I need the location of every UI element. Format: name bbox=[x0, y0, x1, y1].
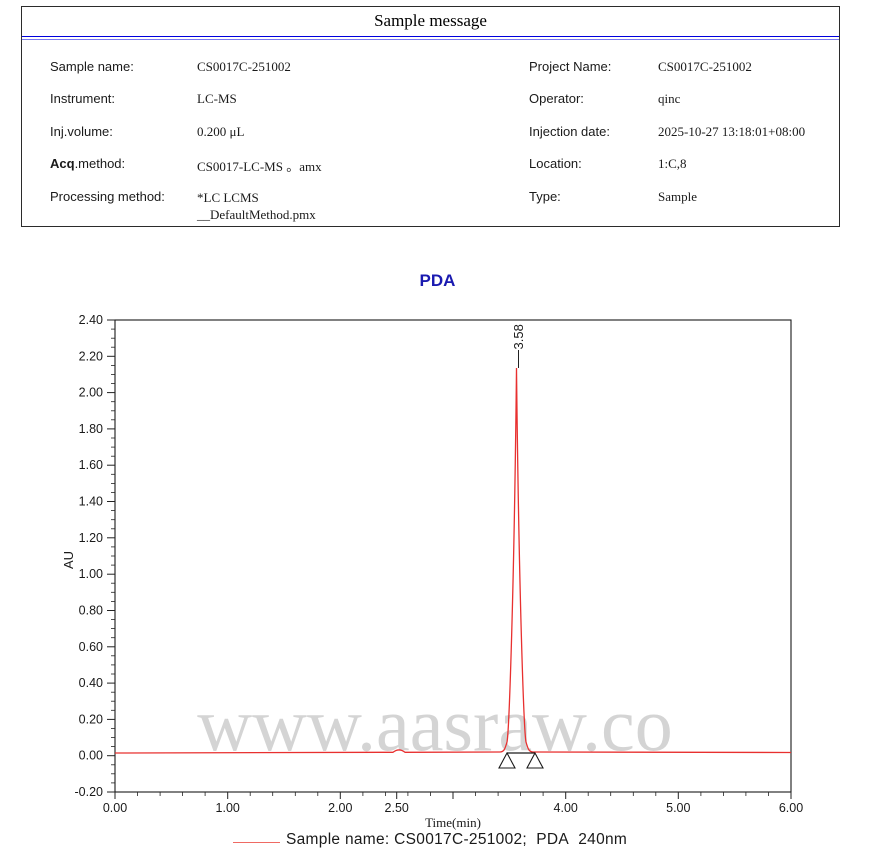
svg-text:2.40: 2.40 bbox=[79, 313, 103, 327]
svg-text:6.00: 6.00 bbox=[779, 801, 803, 815]
svg-text:1.00: 1.00 bbox=[79, 567, 103, 581]
svg-text:1.40: 1.40 bbox=[79, 495, 103, 509]
svg-text:0.00: 0.00 bbox=[103, 801, 127, 815]
svg-text:2.00: 2.00 bbox=[328, 801, 352, 815]
svg-text:2.00: 2.00 bbox=[79, 386, 103, 400]
svg-text:Time(min): Time(min) bbox=[425, 815, 481, 830]
svg-text:0.60: 0.60 bbox=[79, 640, 103, 654]
svg-text:1.20: 1.20 bbox=[79, 531, 103, 545]
svg-text:1.00: 1.00 bbox=[216, 801, 240, 815]
svg-text:3.58: 3.58 bbox=[511, 324, 526, 349]
svg-text:AU: AU bbox=[61, 551, 76, 569]
svg-text:2.20: 2.20 bbox=[79, 349, 103, 363]
svg-text:0.20: 0.20 bbox=[79, 712, 103, 726]
svg-text:1.80: 1.80 bbox=[79, 422, 103, 436]
svg-text:2.50: 2.50 bbox=[385, 801, 409, 815]
svg-text:0.00: 0.00 bbox=[79, 749, 103, 763]
svg-text:1.60: 1.60 bbox=[79, 458, 103, 472]
svg-text:-0.20: -0.20 bbox=[75, 785, 104, 799]
svg-text:4.00: 4.00 bbox=[554, 801, 578, 815]
svg-text:www.aasraw.co: www.aasraw.co bbox=[197, 684, 672, 768]
svg-text:0.80: 0.80 bbox=[79, 604, 103, 618]
svg-text:5.00: 5.00 bbox=[666, 801, 690, 815]
svg-text:0.40: 0.40 bbox=[79, 676, 103, 690]
